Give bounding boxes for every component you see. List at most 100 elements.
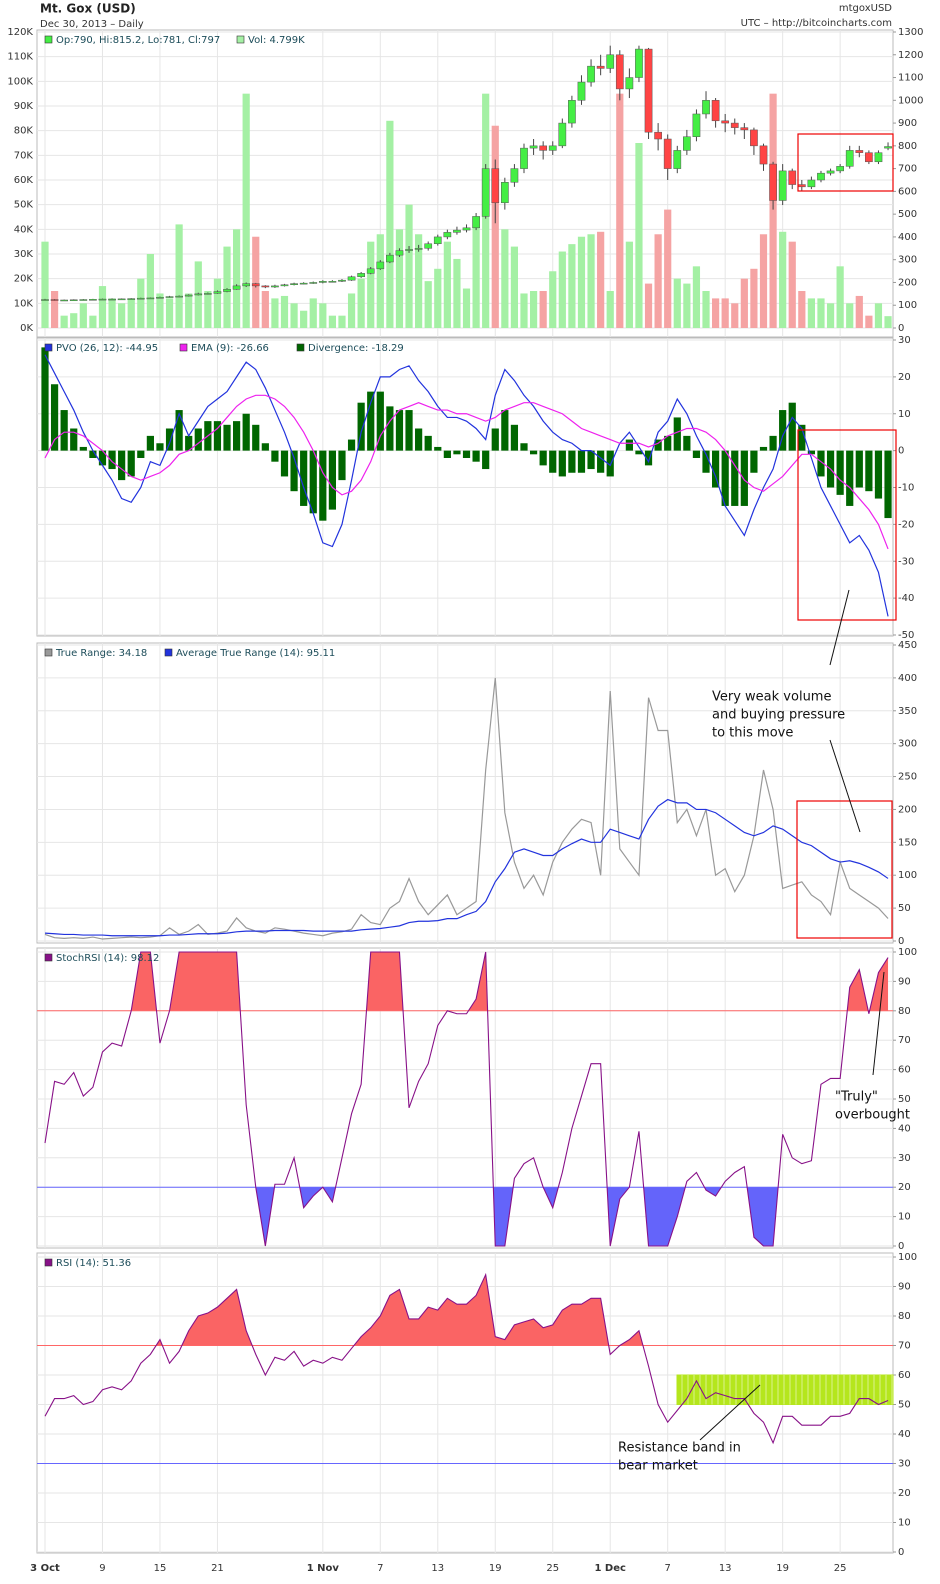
y-tick-label: 70 — [898, 1035, 911, 1046]
histogram-bar — [597, 450, 605, 473]
histogram-bar — [137, 450, 145, 458]
volume-bar — [769, 93, 777, 329]
volume-bar — [683, 283, 691, 328]
oversold-fill — [45, 1187, 889, 1246]
series-line — [44, 1272, 889, 1445]
highlight-box — [797, 133, 894, 192]
candle-body — [242, 283, 251, 287]
y-tick-label: 1000 — [898, 95, 923, 106]
candle-body — [644, 48, 653, 133]
overbought-fill — [45, 1274, 889, 1346]
y-tick-label: 10 — [898, 409, 911, 420]
candle-body — [213, 291, 222, 294]
candle-body — [60, 299, 69, 302]
candle-body — [788, 170, 797, 185]
y2-tick-label: 60K — [14, 175, 34, 186]
panels: 0100200300400500600700800900100011001200… — [7, 27, 923, 1574]
volume-bar — [702, 291, 710, 328]
y-tick-label: 500 — [898, 209, 917, 220]
y2-tick-label: 80K — [14, 126, 34, 137]
volume-bar — [89, 315, 97, 328]
volume-bar — [70, 313, 78, 328]
histogram-bar — [769, 435, 777, 451]
candle-body — [366, 268, 375, 274]
y2-tick-label: 90K — [14, 101, 34, 112]
x-tick-label: 9 — [99, 1563, 105, 1574]
volume-bar — [434, 268, 442, 328]
y-tick-label: -30 — [898, 556, 914, 567]
volume-bar — [635, 143, 643, 328]
y-tick-label: 30 — [898, 1153, 911, 1164]
histogram-bar — [347, 439, 356, 451]
volume-bar — [367, 241, 375, 328]
histogram-bar — [807, 450, 815, 455]
volume-bar — [127, 298, 135, 328]
candle-body — [290, 283, 298, 285]
y-tick-label: 80 — [898, 1006, 911, 1017]
histogram-bar — [846, 450, 854, 506]
volume-bar — [405, 204, 413, 328]
volume-bar — [108, 298, 116, 328]
candle-body — [769, 163, 777, 201]
volume-bar — [836, 266, 844, 328]
volume-bar — [309, 298, 317, 328]
y-tick-label: 100 — [898, 300, 917, 311]
y-tick-label: 70 — [898, 1341, 911, 1352]
histogram-bar — [836, 450, 844, 495]
volume-bar — [223, 246, 231, 328]
legend-label: RSI (14): 51.36 — [56, 1258, 131, 1269]
candle-body — [318, 281, 327, 283]
volume-bar — [242, 93, 250, 329]
x-tick-label: 3 Oct — [30, 1563, 60, 1574]
candle-body — [50, 299, 59, 301]
volume-bar — [50, 291, 59, 328]
volume-bar — [874, 303, 883, 328]
candle-body — [500, 182, 509, 204]
annotations: Very weak volume and buying pressure to th… — [618, 133, 910, 1474]
histogram-bar — [520, 443, 528, 451]
histogram-bar — [472, 450, 480, 462]
volume-bar — [175, 224, 183, 328]
histogram-bar — [817, 450, 825, 477]
histogram-bar — [539, 450, 547, 466]
y2-tick-label: 30K — [14, 249, 34, 260]
candle-body — [395, 250, 404, 256]
x-tick-label: 21 — [211, 1563, 224, 1574]
volume-bar — [280, 295, 289, 328]
histogram-bar — [664, 435, 672, 451]
candle-body — [69, 299, 78, 302]
histogram-bar — [654, 439, 662, 451]
y-tick-label: 0 — [898, 936, 904, 947]
histogram-bar — [233, 421, 241, 451]
candle-body — [328, 281, 337, 283]
candle-body — [673, 150, 682, 169]
candle-body — [654, 131, 662, 140]
legend-swatch — [44, 953, 53, 962]
histogram-bar — [338, 450, 346, 481]
legend-swatch — [236, 35, 245, 44]
histogram-bar — [529, 450, 538, 455]
histogram-bar — [415, 428, 423, 451]
volume-bar — [386, 120, 394, 328]
candle-body — [299, 282, 308, 285]
candle-body — [836, 166, 844, 172]
x-tick-label: 19 — [489, 1563, 502, 1574]
histogram-bar — [558, 450, 566, 477]
y-tick-label: 30 — [898, 1459, 911, 1470]
volume-bar — [673, 278, 681, 328]
candle-body — [635, 48, 643, 78]
y-tick-label: 100 — [898, 870, 917, 881]
histogram-bar — [261, 443, 269, 451]
volume-bar — [568, 244, 576, 328]
volume-bar — [252, 236, 260, 328]
candle-body — [41, 299, 49, 301]
y2-tick-label: 110K — [7, 52, 33, 63]
volume-bar — [137, 278, 145, 328]
annotation-text: Resistance band in — [618, 1441, 741, 1456]
candle-body — [443, 232, 452, 238]
y-tick-label: 60 — [898, 1065, 911, 1076]
y-tick-label: 10 — [898, 1212, 911, 1223]
histogram-bar — [242, 413, 250, 451]
volume-bar — [204, 291, 212, 328]
candle-body — [759, 145, 768, 165]
